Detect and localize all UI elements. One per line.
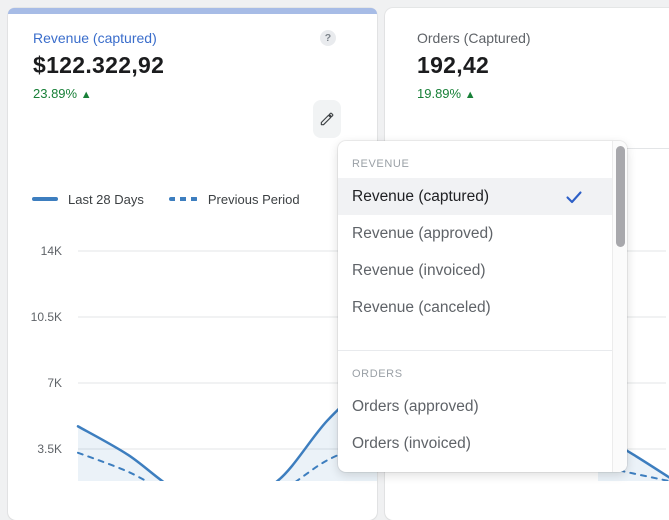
dropdown-item-revenue-invoiced[interactable]: Revenue (invoiced): [338, 252, 612, 289]
dropdown-item-orders-approved[interactable]: Orders (approved): [338, 388, 612, 425]
orders-title[interactable]: Orders (Captured): [417, 30, 531, 46]
dropdown-item-label: Revenue (canceled): [352, 298, 491, 316]
dropdown-item-revenue-captured[interactable]: Revenue (captured): [338, 178, 612, 215]
dropdown-item-label: Orders (invoiced): [352, 434, 471, 452]
revenue-delta-percent: 23.89%: [33, 86, 78, 101]
dropdown-item-label: Revenue (approved): [352, 224, 494, 242]
revenue-value: $122.322,92: [33, 52, 165, 78]
legend-label: Previous Period: [207, 191, 300, 207]
ytick-14k: 14K: [40, 244, 62, 258]
delta-up-arrow-icon: ▲: [80, 89, 92, 101]
metric-selector-dropdown: REVENUE Revenue (captured) Revenue (appr…: [338, 141, 627, 472]
dropdown-scrollbar[interactable]: [612, 141, 627, 472]
revenue-card: Revenue (captured) $122.322,92 23.89% ▲ …: [8, 8, 377, 520]
help-icon[interactable]: ?: [320, 30, 336, 46]
dropdown-item-label: Revenue (captured): [352, 187, 489, 205]
orders-delta-percent: 19.89%: [417, 86, 462, 101]
revenue-delta: 23.89% ▲: [33, 86, 353, 101]
legend-item-previous-period[interactable]: Previous Period: [168, 191, 300, 207]
check-icon: [564, 187, 584, 207]
dropdown-item-label: Revenue (invoiced): [352, 261, 486, 279]
delta-up-arrow-icon: ▲: [464, 89, 476, 101]
dropdown-item-label: Orders (approved): [352, 397, 479, 415]
ytick-3-5k: 3.5K: [37, 442, 62, 456]
dropdown-item-revenue-approved[interactable]: Revenue (approved): [338, 215, 612, 252]
card-accent-bar: [8, 8, 377, 14]
legend-item-last-28-days[interactable]: Last 28 Days: [32, 192, 144, 207]
chart-legend: Last 28 Days Previous Period: [32, 191, 300, 207]
orders-delta: 19.89% ▲: [417, 86, 661, 101]
pencil-icon: [319, 111, 335, 127]
ytick-7k: 7K: [47, 376, 62, 390]
dropdown-item-orders-invoiced[interactable]: Orders (invoiced): [338, 425, 612, 462]
edit-metric-button[interactable]: [313, 100, 341, 138]
dropdown-divider: [338, 350, 612, 351]
orders-value: 192,42: [417, 52, 490, 78]
dropdown-item-revenue-canceled[interactable]: Revenue (canceled): [338, 289, 612, 326]
dropdown-section-header-revenue: REVENUE: [352, 158, 410, 170]
dashed-line-swatch-icon: [168, 197, 198, 201]
dropdown-section-header-orders: ORDERS: [352, 368, 403, 380]
revenue-title[interactable]: Revenue (captured): [33, 30, 157, 46]
ytick-10-5k: 10.5K: [30, 310, 62, 324]
solid-line-swatch-icon: [32, 197, 58, 201]
legend-label: Last 28 Days: [68, 191, 144, 207]
scrollbar-thumb[interactable]: [616, 146, 625, 247]
